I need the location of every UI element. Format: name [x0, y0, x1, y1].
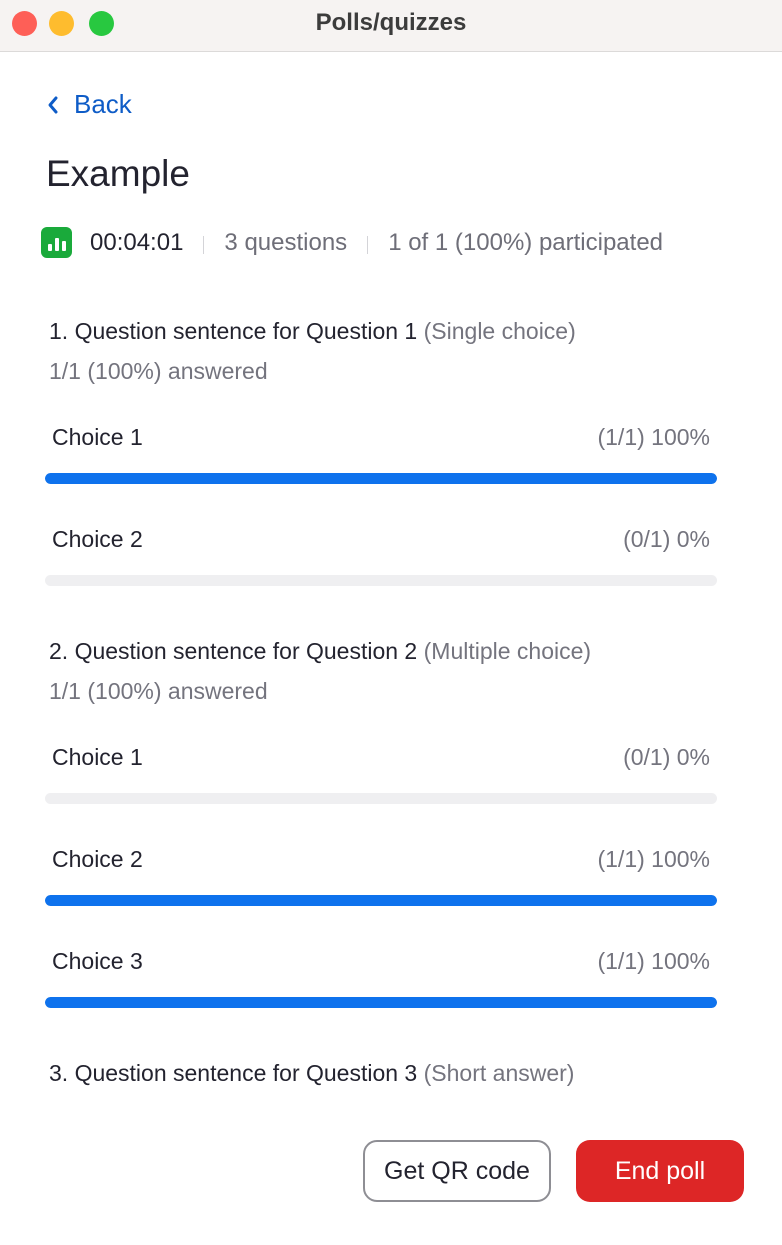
answered-count: 1/1 (100%) answered: [49, 678, 268, 704]
bar-chart-icon: [41, 227, 72, 258]
elapsed-time: 00:04:01: [90, 228, 184, 256]
back-label: Back: [74, 89, 132, 119]
participation: 1 of 1 (100%) participated: [388, 228, 664, 256]
close-window-button[interactable]: [12, 11, 37, 36]
choice-label: Choice 1: [52, 744, 143, 770]
question-count: 3 questions: [224, 228, 348, 256]
choice-label: Choice 3: [52, 948, 143, 974]
choice-label: Choice 1: [52, 424, 143, 450]
question-title: 2. Question sentence for Question 2 (Mul…: [49, 638, 591, 665]
answered-count: 1/1 (100%) answered: [49, 358, 268, 384]
choice-result: (1/1) 100%: [597, 846, 710, 872]
progress-fill: [45, 473, 717, 484]
choice-label: Choice 2: [52, 846, 143, 872]
choice-progress-bar: [45, 473, 717, 484]
divider: [203, 235, 205, 254]
question-text: 1. Question sentence for Question 1: [49, 318, 418, 344]
choice-progress-bar: [45, 793, 717, 804]
window-title: Polls/quizzes: [315, 9, 467, 36]
choice-result: (1/1) 100%: [597, 424, 710, 450]
question-type: (Single choice): [423, 318, 576, 344]
get-qr-code-button[interactable]: Get QR code: [363, 1140, 551, 1202]
choice-result: (0/1) 0%: [623, 744, 710, 770]
choice-progress-bar: [45, 997, 717, 1008]
poll-meta: 00:04:01 3 questions 1 of 1 (100%) parti…: [41, 227, 663, 258]
end-poll-button[interactable]: End poll: [576, 1140, 744, 1202]
choice-result: (0/1) 0%: [623, 526, 710, 552]
minimize-window-button[interactable]: [49, 11, 74, 36]
choice-result: (1/1) 100%: [597, 948, 710, 974]
question-type: (Short answer): [423, 1060, 575, 1086]
page-title: Example: [46, 153, 190, 194]
choice-label: Choice 2: [52, 526, 143, 552]
chevron-left-icon: [48, 96, 58, 113]
question-title: 1. Question sentence for Question 1 (Sin…: [49, 318, 576, 345]
question-text: 2. Question sentence for Question 2: [49, 638, 418, 664]
zoom-window-button[interactable]: [89, 11, 114, 36]
progress-fill: [45, 895, 717, 906]
choice-progress-bar: [45, 575, 717, 586]
divider: [367, 235, 369, 254]
question-title: 3. Question sentence for Question 3 (Sho…: [49, 1060, 574, 1087]
progress-fill: [45, 997, 717, 1008]
question-text: 3. Question sentence for Question 3: [49, 1060, 418, 1086]
title-bar: Polls/quizzes: [0, 0, 782, 52]
choice-progress-bar: [45, 895, 717, 906]
back-button[interactable]: Back: [46, 89, 132, 120]
question-type: (Multiple choice): [423, 638, 592, 664]
